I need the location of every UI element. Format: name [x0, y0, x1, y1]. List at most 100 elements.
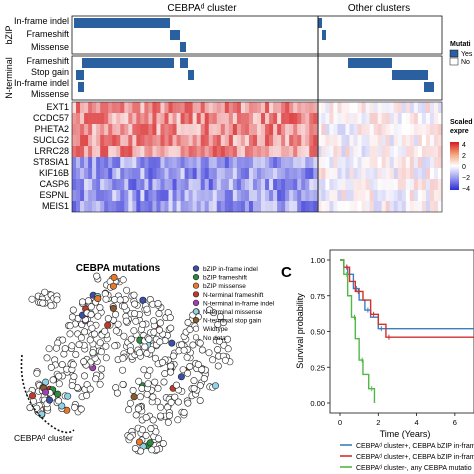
- scatter-point: [169, 352, 177, 360]
- heatmap-cell: [100, 168, 105, 179]
- heatmap-cell: [160, 135, 165, 146]
- heatmap-cell: [80, 190, 85, 201]
- heatmap-cell: [317, 168, 322, 179]
- scatter-point: [131, 310, 139, 318]
- scatter-point: [212, 382, 220, 390]
- heatmap-cell: [429, 201, 435, 212]
- heatmap-cell: [269, 157, 274, 168]
- scatter-point: [28, 295, 36, 303]
- heatmap-cell: [337, 157, 342, 168]
- cluster-outline: [20, 354, 75, 434]
- heatmap-cell: [132, 113, 137, 124]
- heatmap-cell: [393, 113, 399, 124]
- heatmap-cell: [140, 113, 145, 124]
- heatmap-cell: [240, 201, 246, 212]
- heatmap-cell: [277, 179, 282, 190]
- heatmap-cell: [220, 146, 226, 157]
- heatmap-cell: [381, 179, 386, 190]
- scatter-point: [112, 310, 120, 318]
- heatmap-cell: [393, 201, 399, 212]
- heatmap-cell: [409, 190, 415, 201]
- heatmap-cell: [240, 102, 246, 113]
- heatmap-cell: [136, 157, 141, 168]
- heatmap-cell: [176, 168, 181, 179]
- heatmap-cell: [405, 146, 411, 157]
- heatmap-cell: [369, 113, 374, 124]
- heatmap-cell: [168, 146, 173, 157]
- heatmap-cell: [244, 124, 250, 135]
- heatmap-cell: [429, 168, 435, 179]
- heatmap-cell: [248, 135, 254, 146]
- heatmap-cell: [329, 179, 334, 190]
- heatmap-cell: [140, 135, 145, 146]
- heatmap-cell: [321, 146, 326, 157]
- heatmap-cell: [313, 113, 318, 124]
- heatmap-cell: [397, 179, 403, 190]
- heatmap-cell: [425, 190, 431, 201]
- heatmap-cell: [409, 102, 415, 113]
- heatmap-cell: [236, 179, 242, 190]
- heatmap-cell: [88, 113, 93, 124]
- colorbar-tick: −2: [462, 175, 470, 182]
- heatmap-cell: [297, 179, 302, 190]
- gene-label: MEIS1: [42, 201, 69, 211]
- heatmap-cell: [148, 102, 153, 113]
- heatmap-cell: [269, 168, 274, 179]
- heatmap-cell: [365, 201, 370, 212]
- heatmap-cell: [425, 168, 431, 179]
- scatter-legend-label: No data: [203, 335, 226, 342]
- heatmap-cell: [373, 201, 378, 212]
- heatmap-cell: [389, 179, 395, 190]
- heatmap-cell: [437, 168, 443, 179]
- header-cebpa-cluster: CEBPAᵈ cluster: [167, 3, 237, 14]
- heatmap-cell: [168, 168, 173, 179]
- heatmap-cell: [353, 179, 358, 190]
- heatmap-cell: [164, 168, 169, 179]
- heatmap-cell: [220, 113, 226, 124]
- heatmap-cell: [405, 179, 411, 190]
- heatmap-cell: [373, 102, 378, 113]
- heatmap-cell: [100, 157, 105, 168]
- heatmap-cell: [393, 102, 399, 113]
- heatmap-cell: [212, 135, 218, 146]
- scatter-point: [154, 299, 162, 307]
- heatmap-cell: [112, 102, 117, 113]
- heatmap-cell: [112, 124, 117, 135]
- heatmap-cell: [289, 201, 294, 212]
- scatter-point: [52, 344, 60, 352]
- heatmap-cell: [417, 124, 423, 135]
- heatmap-cell: [248, 157, 254, 168]
- heatmap-cell: [184, 179, 189, 190]
- heatmap-cell: [429, 102, 435, 113]
- heatmap-cell: [252, 146, 258, 157]
- scatter-point: [142, 413, 150, 421]
- heatmap-cell: [188, 124, 193, 135]
- heatmap-cell: [156, 168, 161, 179]
- heatmap-cell: [160, 179, 165, 190]
- heatmap-cell: [313, 124, 318, 135]
- heatmap-cell: [136, 168, 141, 179]
- scatter-point: [216, 337, 224, 345]
- heatmap-cell: [176, 135, 181, 146]
- heatmap-cell: [429, 157, 435, 168]
- heatmap-cell: [361, 168, 366, 179]
- heatmap-cell: [192, 102, 197, 113]
- heatmap-cell: [240, 179, 246, 190]
- scatter-point: [167, 362, 175, 370]
- heatmap-cell: [421, 102, 427, 113]
- heatmap-cell: [212, 157, 218, 168]
- heatmap-cell: [220, 179, 226, 190]
- heatmap-cell: [313, 168, 318, 179]
- heatmap-cell: [361, 157, 366, 168]
- heatmap-cell: [172, 157, 177, 168]
- heatmap-cell: [269, 190, 274, 201]
- expression-legend: Scaled expre 4 2 0 −2 −4: [450, 119, 473, 193]
- scatter-point: [122, 317, 130, 325]
- heatmap-cell: [104, 179, 109, 190]
- heatmap-cell: [281, 135, 286, 146]
- scatter-point: [130, 291, 138, 299]
- scatter-point: [127, 347, 135, 355]
- heatmap-cell: [345, 124, 350, 135]
- heatmap-cell: [196, 146, 201, 157]
- scatter-point: [157, 412, 165, 420]
